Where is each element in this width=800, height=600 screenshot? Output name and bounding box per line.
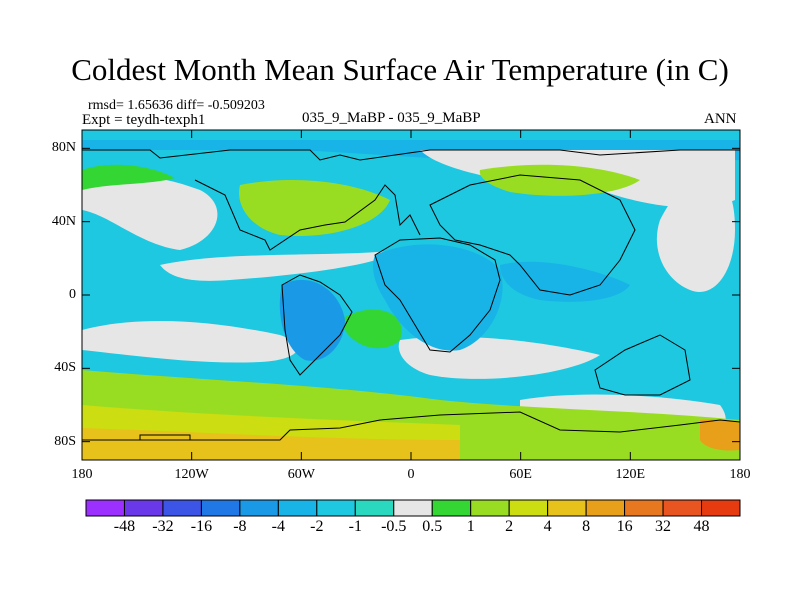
colorbar-label: -2 (310, 518, 324, 535)
colorbar-swatch (200, 499, 241, 517)
colorbar-label: 4 (543, 518, 552, 535)
colorbar-label: -16 (190, 518, 213, 535)
warm-patch (82, 164, 175, 190)
colorbar-swatch (431, 499, 472, 517)
lon-tick-label: 0 (407, 467, 415, 482)
colorbar-label: -0.5 (381, 518, 407, 535)
map-field (82, 130, 740, 460)
lon-tick-label: 120E (615, 467, 646, 482)
colorbar-swatch (277, 499, 318, 517)
lat-tick-label: 0 (69, 287, 76, 302)
australia-coastline (594, 334, 691, 396)
tropical-pacific-neutral (160, 250, 400, 281)
colorbar (85, 499, 741, 517)
colorbar-swatch (393, 499, 433, 517)
colorbar-swatch (662, 499, 703, 517)
colorbar-swatch (85, 499, 125, 517)
lon-tick-label: 60E (509, 467, 532, 482)
npacific-neutral (82, 175, 218, 250)
colorbar-label: -4 (271, 518, 285, 535)
lat-tick-label: 80S (54, 433, 76, 449)
lon-tick-label: 60W (287, 467, 315, 482)
colorbar-swatch (354, 499, 395, 517)
period-label: ANN (704, 111, 737, 127)
lon-tick-label: 180 (729, 467, 751, 482)
colorbar-label: 2 (505, 518, 514, 535)
axis-ticks (81, 130, 741, 460)
antarctica-coastline (82, 411, 740, 441)
stats-line: rmsd= 1.65636 diff= -0.509203 (88, 98, 265, 113)
colorbar-swatch (162, 499, 202, 517)
colorbar-label: -48 (113, 518, 136, 535)
colorbar-swatch (316, 499, 356, 517)
lat-tick-label: 40N (51, 213, 76, 229)
south-america-cool (279, 279, 345, 361)
colorbar-label: 1 (466, 518, 475, 535)
eurasia-coastline (429, 174, 636, 296)
comparison-label: 035_9_MaBP - 035_9_MaBP (302, 110, 481, 126)
colorbar-label: 48 (693, 518, 710, 535)
colorbar-label: -1 (348, 518, 362, 535)
colorbar-swatch (508, 499, 549, 517)
south-atlantic-warm (340, 309, 402, 349)
lat-tick-label: 80N (51, 140, 76, 156)
colorbar-label: 16 (616, 518, 633, 535)
colorbar-label: 0.5 (422, 518, 443, 535)
south-pacific-neutral (82, 320, 298, 363)
antarctic-warmer (82, 428, 460, 460)
colorbar-swatch (239, 499, 279, 517)
colorbar-label: 32 (655, 518, 672, 535)
lat-tick-label: 40S (54, 360, 76, 376)
npacific-east-neutral (656, 177, 735, 292)
colorbar-label: -8 (233, 518, 247, 535)
colorbar-swatch (470, 499, 510, 517)
experiment-line: Expt = teydh-texph1 (82, 112, 206, 128)
colorbar-swatch (624, 499, 664, 517)
africa-cool (373, 244, 503, 351)
antarctic-east-warm (700, 419, 740, 451)
lon-tick-label: 120W (174, 467, 209, 482)
eurasia-warm (479, 164, 640, 196)
colorbar-label: -32 (152, 518, 174, 535)
ice-shelf-outline (139, 434, 191, 441)
south-asia-cool (500, 261, 630, 302)
chart-title: Coldest Month Mean Surface Air Temperatu… (71, 52, 729, 87)
arctic-coastline (82, 149, 740, 161)
colorbar-swatch (123, 499, 164, 517)
colorbar-swatch (701, 499, 741, 517)
north-america-warm (239, 180, 390, 236)
colorbar-swatch (547, 499, 587, 517)
colorbar-swatch (585, 499, 626, 517)
colorbar-label: 8 (582, 518, 591, 535)
north-america-coastline (194, 179, 421, 251)
africa-coastline (374, 237, 501, 353)
south-america-coastline (281, 274, 353, 376)
lon-tick-label: 180 (71, 467, 93, 482)
